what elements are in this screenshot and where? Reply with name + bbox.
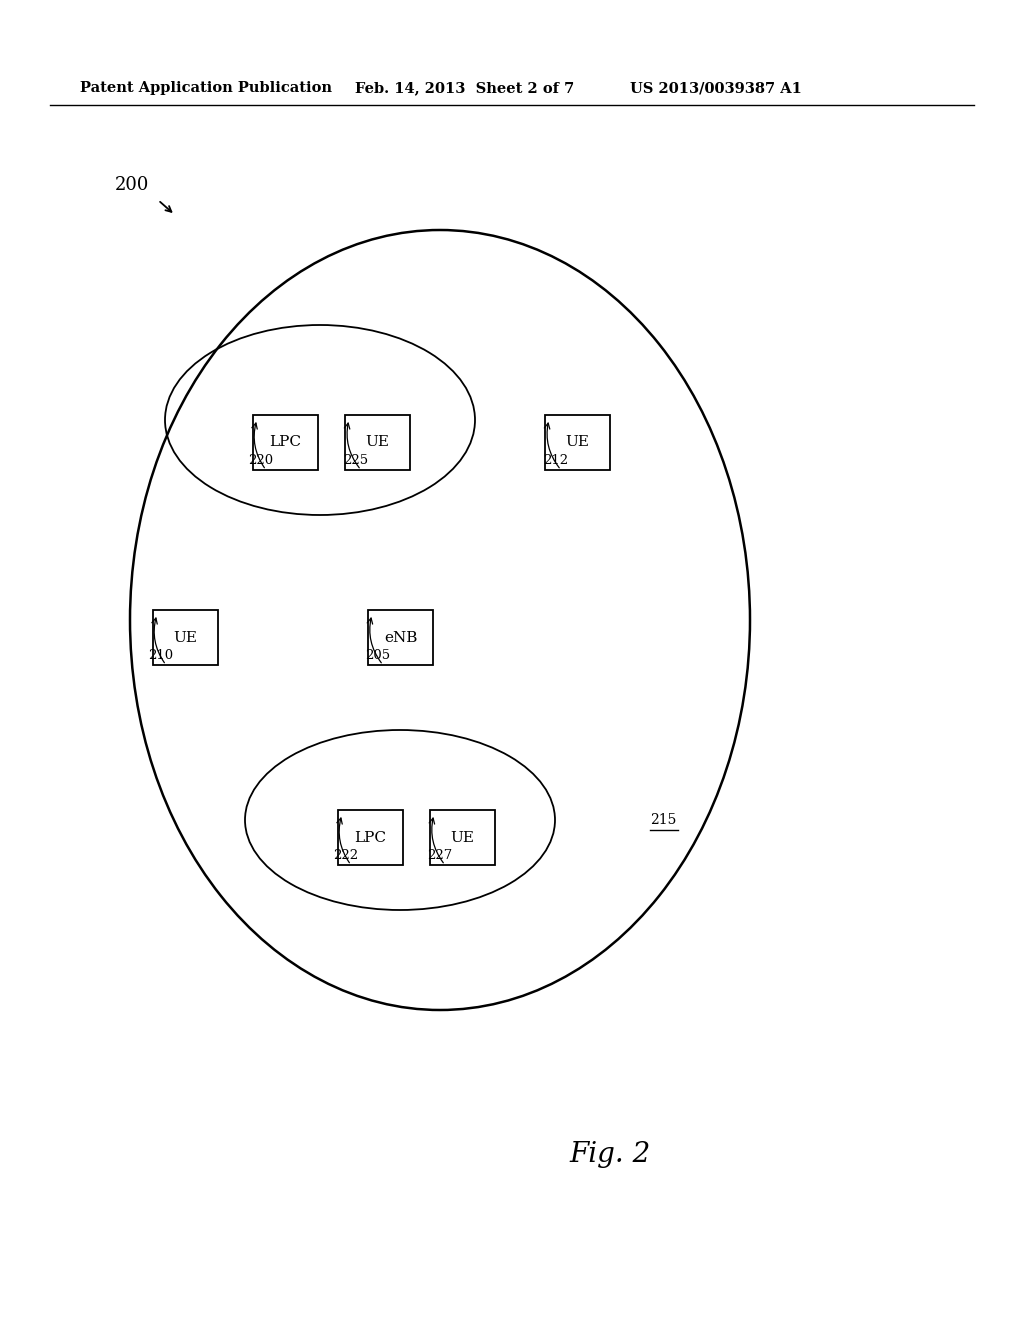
Text: UE: UE [565,436,590,450]
Text: 205: 205 [365,649,390,663]
Text: eNB: eNB [384,631,417,644]
Text: Patent Application Publication: Patent Application Publication [80,81,332,95]
Text: 225: 225 [343,454,368,467]
Text: US 2013/0039387 A1: US 2013/0039387 A1 [630,81,802,95]
FancyBboxPatch shape [368,610,433,665]
Text: 215: 215 [650,813,677,828]
Text: 220: 220 [248,454,273,467]
Text: UE: UE [173,631,198,644]
FancyBboxPatch shape [430,810,495,865]
FancyBboxPatch shape [153,610,218,665]
FancyBboxPatch shape [545,414,610,470]
Text: 200: 200 [115,176,150,194]
Text: LPC: LPC [269,436,301,450]
Text: Fig. 2: Fig. 2 [569,1142,650,1168]
Text: LPC: LPC [354,830,386,845]
Text: UE: UE [451,830,474,845]
Text: 227: 227 [427,849,453,862]
Text: 210: 210 [148,649,173,663]
Text: UE: UE [366,436,389,450]
Text: 212: 212 [543,454,568,467]
FancyBboxPatch shape [345,414,410,470]
Text: Feb. 14, 2013  Sheet 2 of 7: Feb. 14, 2013 Sheet 2 of 7 [355,81,574,95]
Text: 222: 222 [333,849,358,862]
FancyBboxPatch shape [338,810,403,865]
FancyBboxPatch shape [253,414,318,470]
